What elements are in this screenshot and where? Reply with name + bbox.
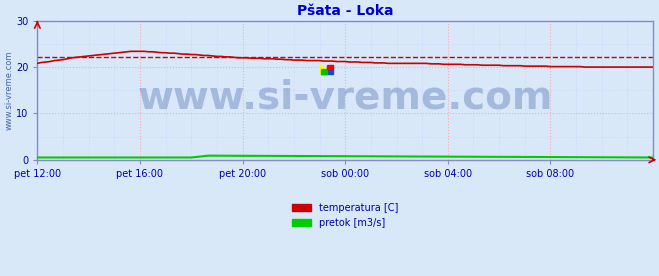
Text: www.si-vreme.com: www.si-vreme.com: [138, 78, 553, 116]
Legend: temperatura [C], pretok [m3/s]: temperatura [C], pretok [m3/s]: [288, 199, 403, 232]
Bar: [327, 65, 333, 69]
Bar: [320, 69, 327, 74]
Polygon shape: [320, 65, 333, 74]
Title: Pšata - Loka: Pšata - Loka: [297, 4, 393, 18]
Polygon shape: [320, 65, 333, 74]
Y-axis label: www.si-vreme.com: www.si-vreme.com: [4, 51, 13, 130]
